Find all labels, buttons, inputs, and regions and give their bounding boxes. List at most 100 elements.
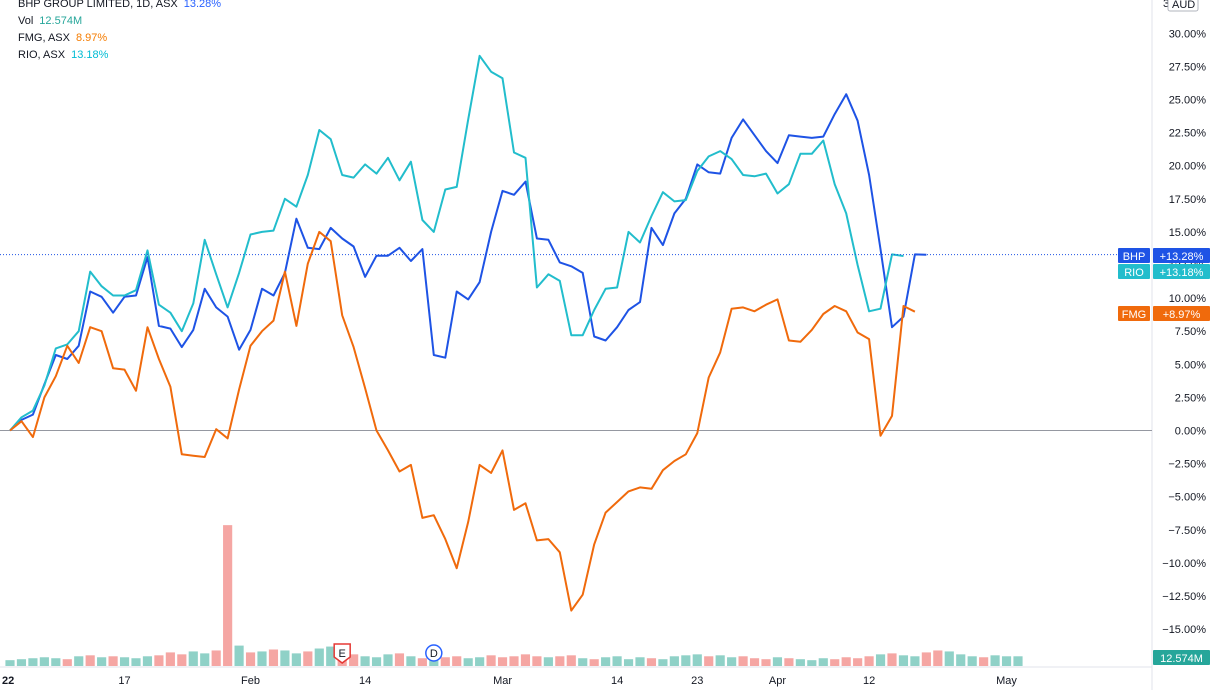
- legend-main-value: 13.28%: [183, 0, 222, 10]
- y-tick-label: 22.50%: [1169, 128, 1207, 140]
- volume-bar: [383, 654, 393, 666]
- series-name-tag-bhp-text: BHP: [1123, 251, 1146, 263]
- volume-bar: [188, 651, 198, 666]
- dividend-marker-circle: [425, 644, 443, 662]
- volume-bar: [268, 649, 279, 666]
- volume-bar: [681, 655, 691, 666]
- volume-bar: [795, 659, 805, 666]
- series-value-tag-fmg-bg: [1153, 306, 1210, 321]
- volume-bar: [979, 657, 989, 666]
- series-name-tag-fmg-text: FMG: [1122, 309, 1146, 321]
- volume-bar: [933, 650, 943, 666]
- volume-bar: [612, 656, 622, 666]
- series-value-tag-fmg-text: +8.97%: [1163, 309, 1201, 321]
- volume-bar: [910, 656, 920, 666]
- legend-fmg-name: FMG, ASX: [18, 32, 70, 44]
- volume-bar: [772, 657, 783, 666]
- volume-bar: [578, 658, 588, 666]
- volume-bar: [142, 656, 153, 666]
- volume-bar: [360, 656, 370, 666]
- y-tick-label: 2.50%: [1175, 392, 1206, 404]
- volume-bar: [5, 660, 15, 666]
- x-tick-label: May: [996, 675, 1017, 687]
- y-tick-label: −12.50%: [1162, 591, 1206, 603]
- volume-bar: [646, 658, 657, 666]
- x-tick-label: 14: [611, 675, 623, 687]
- volume-bar: [119, 657, 130, 666]
- volume-bar: [131, 658, 141, 666]
- event-marker-e[interactable]: E: [333, 643, 351, 664]
- volume-bar: [692, 654, 702, 666]
- volume-bar: [39, 657, 49, 666]
- volume-bar: [314, 648, 324, 666]
- y-tick-label: 27.50%: [1169, 61, 1207, 73]
- volume-bar: [234, 645, 244, 666]
- volume-bar: [406, 656, 416, 666]
- event-marker-d[interactable]: D: [425, 644, 443, 662]
- series-name-tag-fmg: FMG: [1118, 306, 1150, 321]
- series-line-bhp: [9, 93, 927, 432]
- currency-box[interactable]: [1167, 0, 1199, 12]
- volume-bar: [291, 653, 301, 666]
- y-tick-label: 0.00%: [1175, 426, 1206, 438]
- legend-row-vol[interactable]: Vol 12.574M: [18, 13, 221, 30]
- volume-bar: [898, 655, 909, 666]
- volume-bar: [738, 656, 748, 666]
- volume-bar: [749, 658, 760, 666]
- y-tick-label: 20.00%: [1169, 161, 1207, 173]
- series-line-rio: [9, 54, 904, 432]
- series-name-tag-fmg-bg: [1118, 306, 1150, 321]
- series-line-fmg: [9, 230, 916, 612]
- legend-fmg-value: 8.97%: [75, 32, 108, 44]
- chart-legend: BHP GROUP LIMITED, 1D, ASX 13.28% Vol 12.5…: [18, 0, 221, 64]
- x-tick-label: Apr: [769, 675, 786, 687]
- legend-rio-value: 13.18%: [71, 49, 109, 61]
- x-tick-label: Mar: [493, 675, 512, 687]
- series-name-tag-rio-text: RIO: [1124, 267, 1144, 279]
- legend-rio-name: RIO, ASX: [18, 49, 66, 61]
- series-name-tag-rio-bg: [1118, 264, 1150, 279]
- volume-value-tag-text: 12.574M: [1160, 653, 1203, 665]
- y-tick-label: 15.00%: [1169, 227, 1207, 239]
- series-name-tag-bhp-bg: [1118, 248, 1150, 263]
- legend-row-fmg[interactable]: FMG, ASX 8.97%: [18, 30, 221, 47]
- volume-bar: [704, 656, 714, 666]
- volume-bar: [601, 657, 611, 666]
- x-tick-label: Feb: [241, 675, 260, 687]
- volume-bar: [887, 653, 897, 666]
- volume-bar: [463, 658, 473, 666]
- volume-bar: [761, 659, 771, 666]
- volume-bar: [74, 656, 84, 666]
- volume-bar: [394, 653, 405, 666]
- series-value-tag-bhp-text: +13.28%: [1160, 251, 1204, 263]
- x-tick-label: 14: [359, 675, 371, 687]
- legend-row-main[interactable]: BHP GROUP LIMITED, 1D, ASX 13.28%: [18, 0, 221, 13]
- volume-bar: [841, 657, 851, 666]
- legend-row-rio[interactable]: RIO, ASX 13.18%: [18, 47, 221, 64]
- series-value-tag-bhp: +13.28%: [1153, 248, 1210, 263]
- volume-bar: [417, 658, 427, 666]
- volume-bar: [452, 656, 462, 666]
- volume-bar: [85, 655, 95, 666]
- scale-top-label: 3: [1163, 0, 1169, 10]
- volume-bars: [5, 525, 1023, 666]
- y-tick-label: 17.50%: [1169, 194, 1207, 206]
- volume-bar: [727, 657, 737, 666]
- series-value-tag-rio: +13.18%: [1153, 264, 1210, 279]
- x-tick-label: 12: [863, 675, 875, 687]
- volume-value-tag-bg: [1153, 650, 1210, 665]
- volume-bar: [303, 651, 313, 666]
- volume-bar: [543, 657, 553, 666]
- volume-bar: [1013, 656, 1023, 666]
- volume-bar: [486, 655, 496, 666]
- x-tick-label: 22: [2, 675, 14, 687]
- volume-bar: [165, 652, 175, 666]
- volume-bar: [520, 654, 531, 666]
- volume-bar: [257, 651, 267, 666]
- volume-bar: [669, 656, 679, 666]
- volume-bar: [967, 656, 977, 666]
- volume-bar: [177, 654, 187, 666]
- volume-bar: [1001, 656, 1012, 666]
